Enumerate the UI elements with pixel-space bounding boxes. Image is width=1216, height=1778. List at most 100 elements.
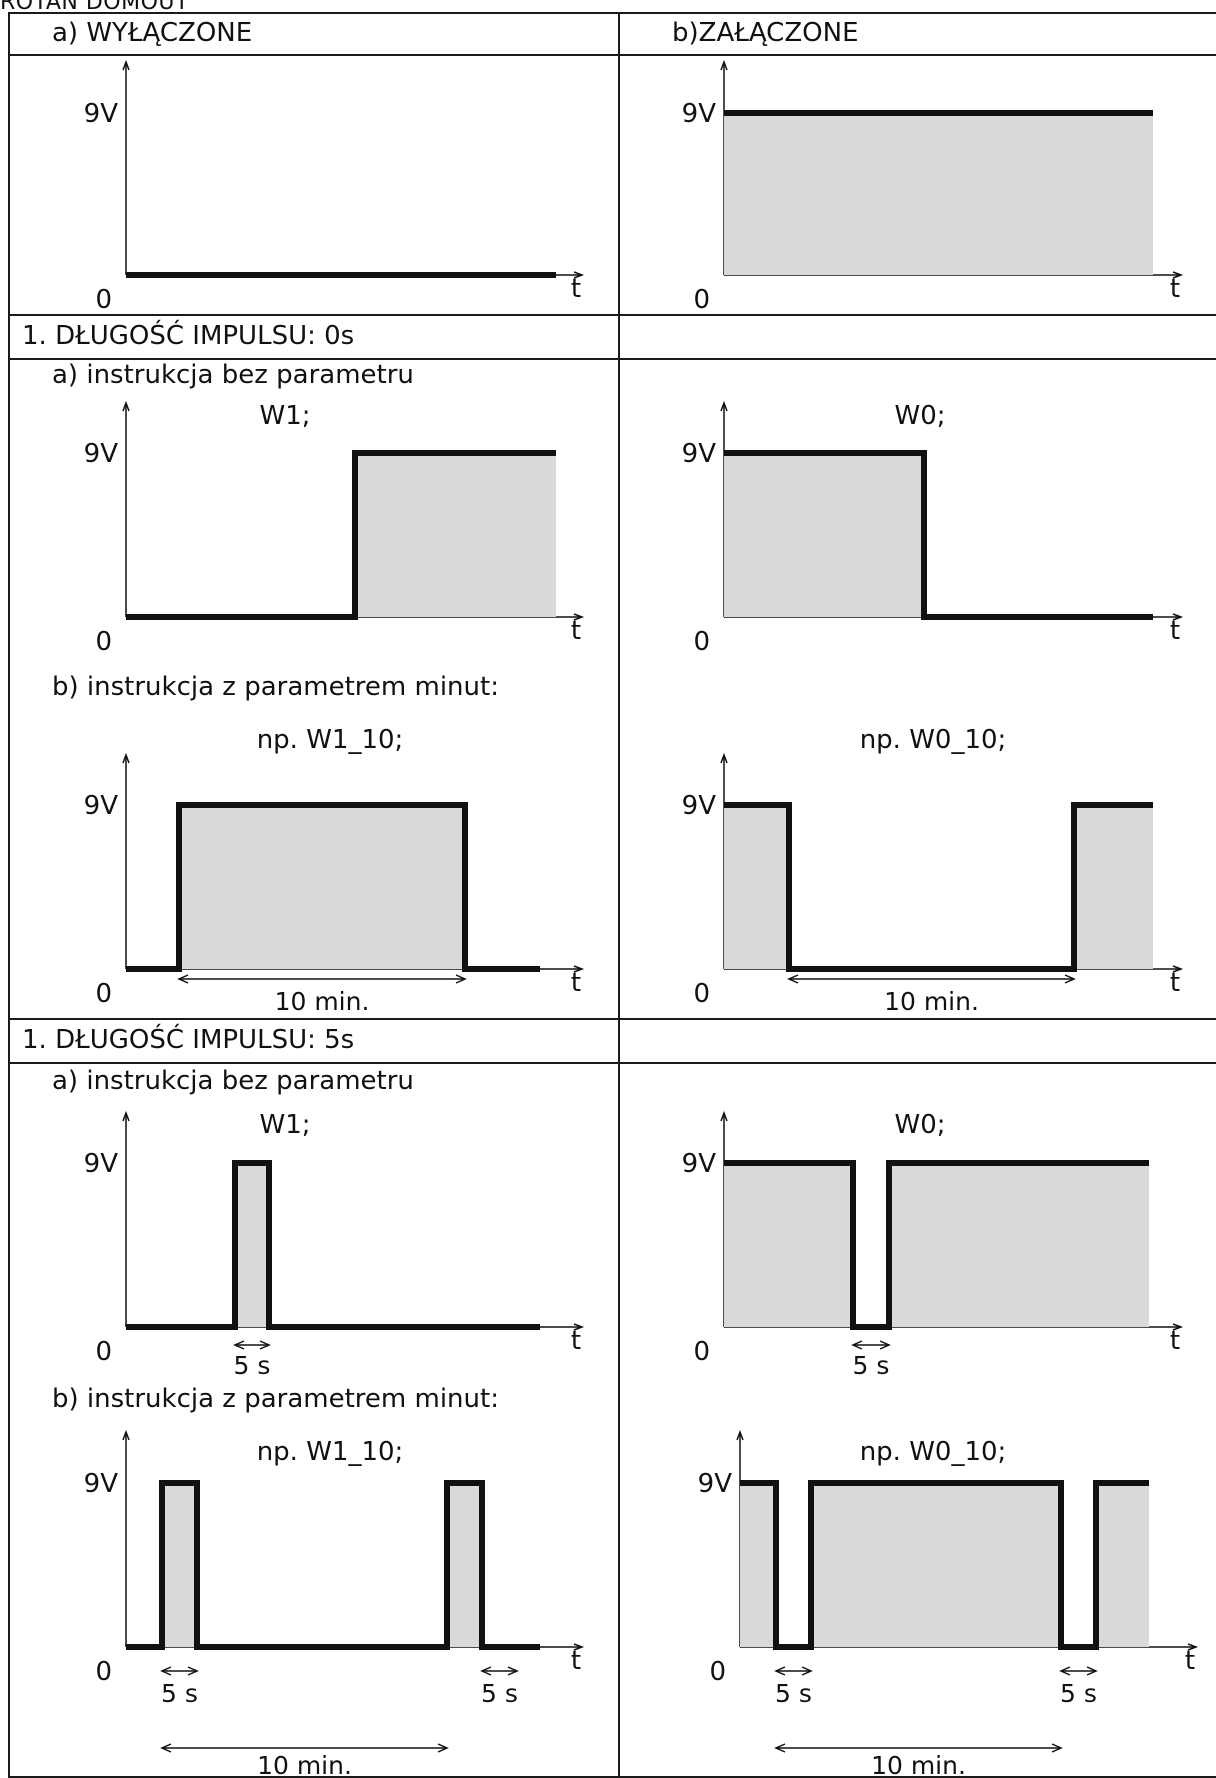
section-5s-title: 1. DŁUGOŚĆ IMPULSU: 5s [22,1025,355,1055]
y-tick-0: 0 [709,1657,726,1687]
wave-5s-w1-10-fill [162,1483,197,1647]
dim-5s-w0-pulse-label: 5 s [853,1351,890,1380]
page-header: ROTAN DOMOUT [0,0,189,15]
dim-5s-w1-10-pulse-b-label: 5 s [481,1679,518,1708]
section-0s-title: 1. DŁUGOŚĆ IMPULSU: 0s [22,321,355,351]
wave-0s-w1-10 [126,802,540,972]
dim-5s-w0-pulse-arrow-left-icon [851,1340,863,1350]
dim-5s-w1-10-period-label: 10 min. [257,1751,352,1778]
y-tick-0: 0 [95,1337,112,1367]
section-5s-sub-b: b) instrukcja z parametrem minut: [52,1384,499,1414]
x-axis-label-t: t [1170,968,1180,998]
y-tick-9v: 9V [84,1469,119,1499]
y-tick-0: 0 [95,627,112,657]
axis-arrow-icon [1172,965,1184,973]
dim-0s-w0-10-period-arrow-left-icon [787,974,799,984]
cmd-w1-0s: W1; [259,401,310,431]
wave-5s-w0-10-fill [811,1483,1061,1647]
dim-5s-w0-10-pulse-a-arrow-right-icon [801,1666,813,1676]
wave-0s-w0-10-fill [1074,805,1153,969]
y-tick-9v: 9V [84,791,119,821]
wave-5s-w0 [724,1160,1149,1330]
cmd-w0-10-5s: np. W0_10; [860,1437,1007,1467]
label-on: b)ZAŁĄCZONE [672,18,859,48]
dim-5s-w0-10-period-arrow-right-icon [1051,1743,1063,1753]
wave-5s-w1 [126,1160,540,1330]
wave-0s-w1-fill [355,453,556,617]
x-axis-label-t: t [571,1646,581,1676]
dim-5s-w1-pulse-label: 5 s [234,1351,271,1380]
dim-5s-w0-10-pulse-b-label: 5 s [1060,1679,1097,1708]
dim-5s-w0-10-period-label: 10 min. [871,1751,966,1778]
dim-5s-w1-pulse-arrow-right-icon [259,1340,271,1350]
axis-arrow-icon [720,59,728,71]
dim-5s-w0-10-period-arrow-left-icon [774,1743,786,1753]
x-axis-label-t: t [1185,1646,1195,1676]
section-5s-sub-a: a) instrukcja bez parametru [52,1066,414,1096]
y-tick-0: 0 [693,627,710,657]
y-tick-0: 0 [95,979,112,1009]
axis-arrow-icon [122,1110,130,1122]
dim-5s-w1-10-period-arrow-left-icon [160,1743,172,1753]
wave-5s-w0-fill [724,1163,853,1327]
y-tick-9v: 9V [84,439,119,469]
y-tick-0: 0 [95,285,112,315]
y-tick-0: 0 [693,285,710,315]
wave-0s-w1-10-fill [179,805,465,969]
axis-arrow-icon [122,752,130,764]
wave-5s-w0-fill [889,1163,1149,1327]
x-axis-label-t: t [571,1326,581,1356]
wave-5s-w0-10 [740,1480,1149,1650]
dim-5s-w0-10-pulse-a-label: 5 s [775,1679,812,1708]
cmd-w1-10-0s: np. W1_10; [257,725,404,755]
axis-arrow-icon [573,1323,585,1331]
y-tick-9v: 9V [682,1149,717,1179]
y-tick-0: 0 [95,1657,112,1687]
y-tick-9v: 9V [84,1149,119,1179]
wave-5s-w1-10-fill [447,1483,482,1647]
section-0s-header-right [618,314,1216,360]
wave-5s-w1-fill [235,1163,269,1327]
wave-0s-w0 [724,450,1153,620]
axis-arrow-icon [1172,613,1184,621]
axis-arrow-icon [573,1643,585,1651]
axis-arrow-icon [720,1110,728,1122]
section-5s-body-left: a) instrukcja bez parametru b) instrukcj… [8,1062,620,1778]
cmd-w0-0s: W0; [894,401,945,431]
axis-arrow-icon [122,400,130,412]
axis-arrow-icon [720,400,728,412]
x-axis-label-t: t [571,274,581,304]
y-tick-0: 0 [693,979,710,1009]
dim-5s-w0-pulse-arrow-right-icon [879,1340,891,1350]
cmd-w1-5s: W1; [259,1110,310,1140]
dim-5s-w0-10-pulse-b-arrow-left-icon [1059,1666,1071,1676]
dim-5s-w1-10-pulse-a-arrow-right-icon [187,1666,199,1676]
y-tick-9v: 9V [682,99,717,129]
dim-0s-w1-10-period-label: 10 min. [275,987,370,1016]
dim-5s-w0-10-pulse-b-arrow-right-icon [1086,1666,1098,1676]
wave-0s-w0-10-fill [724,805,789,969]
dim-5s-w1-10-pulse-b-arrow-right-icon [507,1666,519,1676]
axis-arrow-icon [720,752,728,764]
section-5s-header-right [618,1018,1216,1064]
dim-5s-w0-10-pulse-a-arrow-left-icon [774,1666,786,1676]
axis-arrow-icon [1187,1643,1199,1651]
wave-0s-w0-fill [724,453,924,617]
section-0s-sub-a: a) instrukcja bez parametru [52,360,414,390]
dim-5s-w1-pulse-arrow-left-icon [233,1340,245,1350]
dim-5s-w1-10-pulse-b-arrow-left-icon [480,1666,492,1676]
axis-arrow-icon [1172,1323,1184,1331]
axis-arrow-icon [573,965,585,973]
cmd-w1-10-5s: np. W1_10; [257,1437,404,1467]
wave-5s-w1-10 [126,1480,540,1650]
x-axis-label-t: t [1170,274,1180,304]
dim-0s-w0-10-period-label: 10 min. [884,987,979,1016]
cmd-w0-5s: W0; [894,1110,945,1140]
y-tick-0: 0 [693,1337,710,1367]
axis-arrow-icon [736,1429,744,1441]
y-tick-9v: 9V [698,1469,733,1499]
x-axis-label-t: t [571,968,581,998]
axis-arrow-icon [122,59,130,71]
axis-arrow-icon [573,271,585,279]
